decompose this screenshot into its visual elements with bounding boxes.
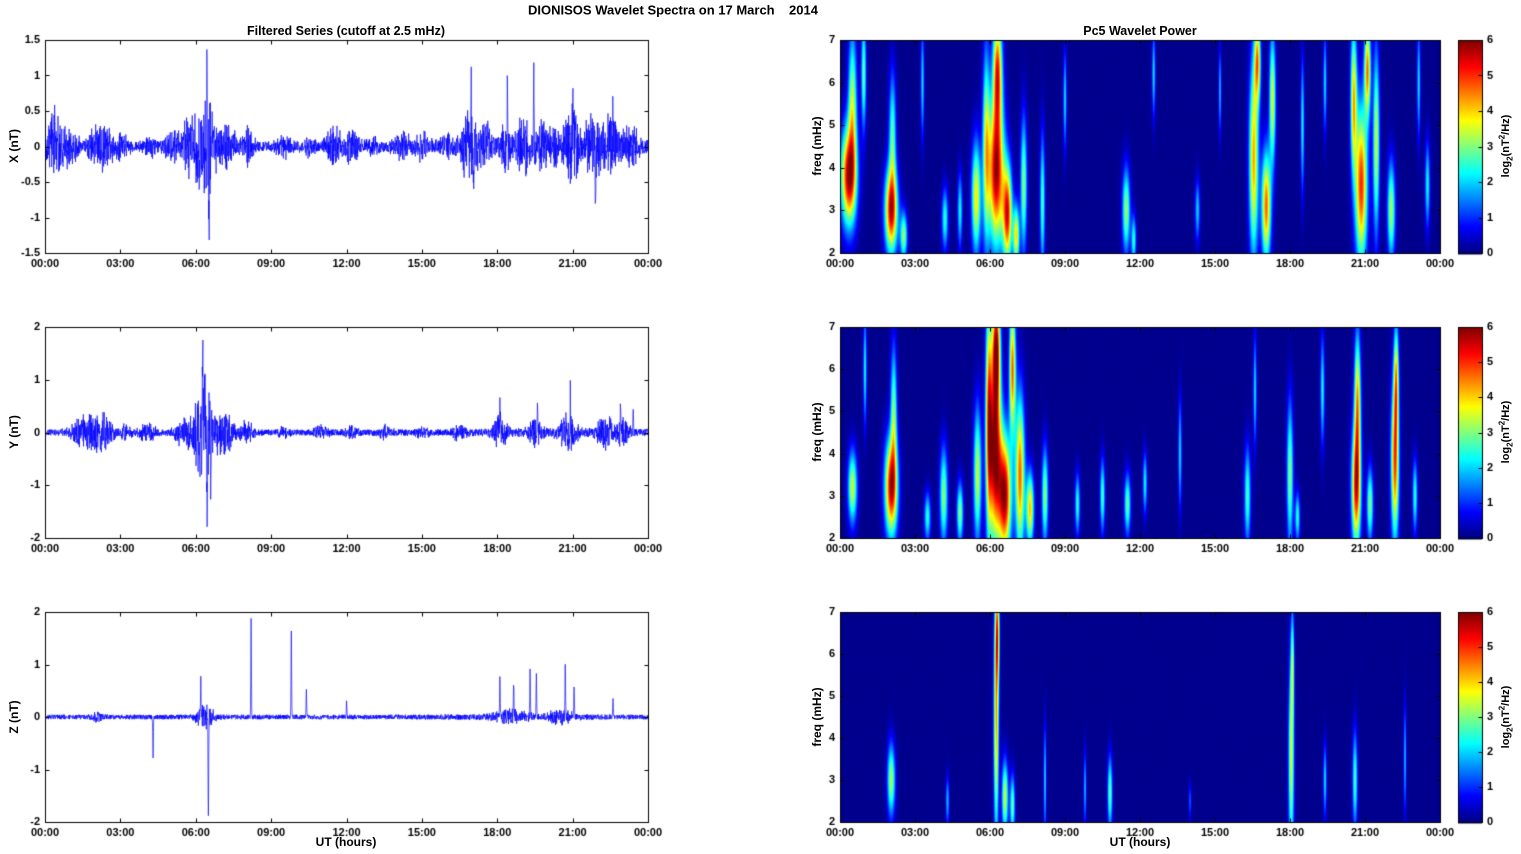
z-series-plot-canvas xyxy=(0,595,700,854)
figure-title: DIONISOS Wavelet Spectra on 17 March 201… xyxy=(528,2,818,18)
y-series-plot-canvas xyxy=(0,312,700,562)
x-wavelet-power-canvas xyxy=(700,32,1521,282)
y-wavelet-power-canvas xyxy=(700,312,1521,562)
x-series-plot-canvas xyxy=(0,32,700,282)
z-wavelet-power-canvas xyxy=(700,595,1521,854)
